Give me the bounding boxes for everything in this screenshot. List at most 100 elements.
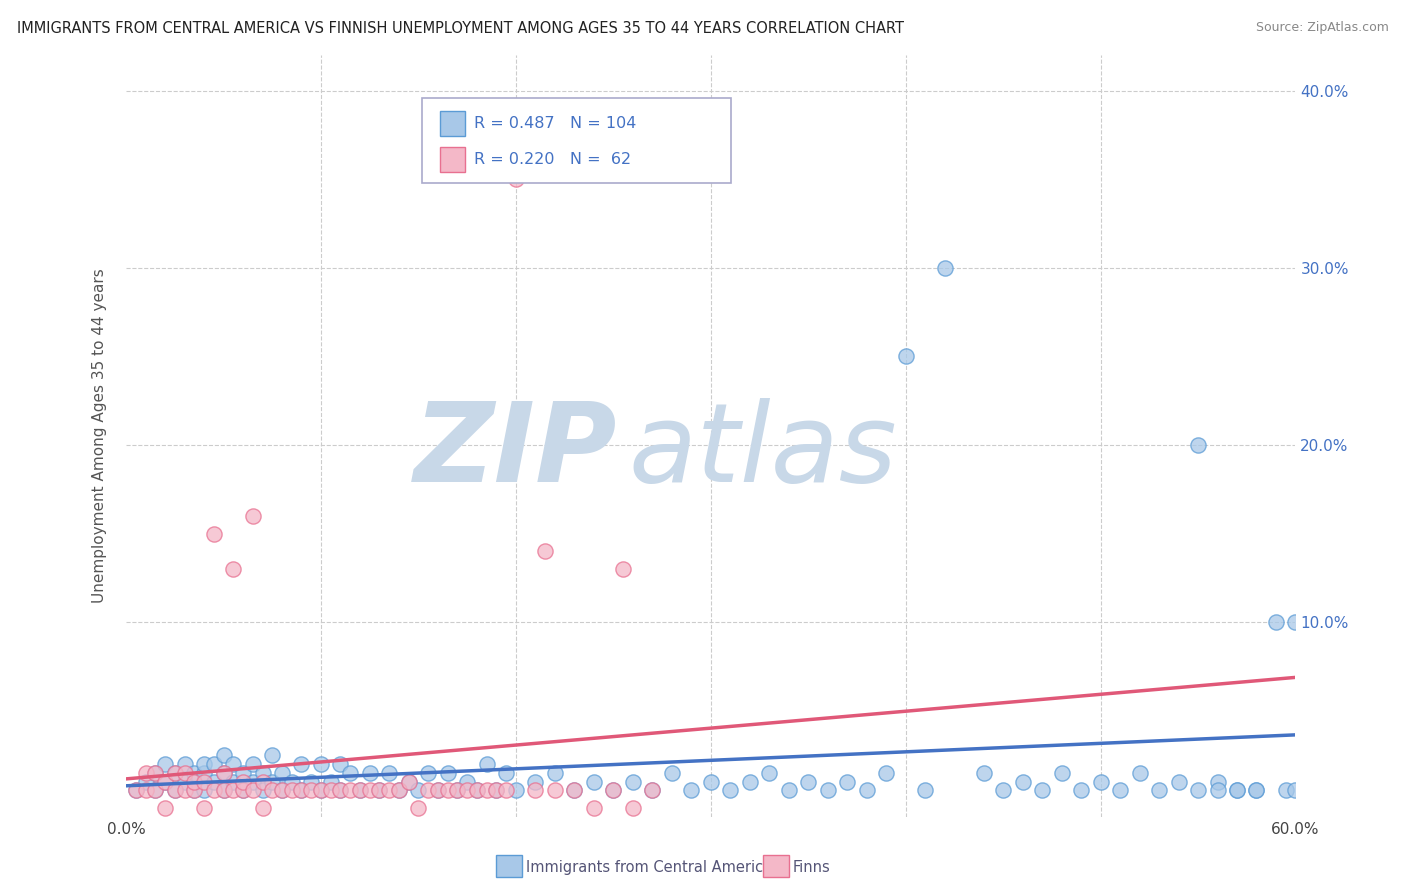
Point [534,544,557,558]
Point [271,783,294,797]
Point [339,765,361,780]
Point [475,783,498,797]
Point [465,783,488,797]
Point [135,783,157,797]
Point [426,783,449,797]
Point [1070,783,1092,797]
Point [222,774,245,789]
Point [280,783,302,797]
Point [621,801,644,815]
Point [562,783,585,797]
Point [718,783,741,797]
Point [973,765,995,780]
Point [1246,783,1268,797]
Point [202,783,225,797]
Point [193,774,215,789]
Point [193,783,215,797]
Point [1031,783,1053,797]
Point [934,260,956,275]
Point [135,765,157,780]
Point [602,783,624,797]
Point [495,783,517,797]
Point [242,756,264,771]
Point [1226,783,1249,797]
Point [641,783,664,797]
Point [602,783,624,797]
Point [485,783,508,797]
Point [456,774,478,789]
Point [894,349,917,363]
Point [418,783,440,797]
Point [252,783,274,797]
Point [143,783,166,797]
Point [252,765,274,780]
Point [1090,774,1112,789]
Point [329,783,352,797]
Point [475,756,498,771]
Point [212,765,235,780]
Point [1284,783,1306,797]
Point [242,774,264,789]
Point [875,765,897,780]
Point [183,774,205,789]
Text: ZIP: ZIP [413,398,617,505]
Point [309,783,332,797]
Point [359,765,381,780]
Point [582,774,605,789]
Point [426,783,449,797]
Point [456,783,478,797]
Point [465,783,488,797]
Point [817,783,839,797]
Point [408,801,430,815]
Point [1050,765,1073,780]
Text: atlas: atlas [628,398,897,505]
Point [163,765,186,780]
Point [252,801,274,815]
Point [143,765,166,780]
Point [378,765,401,780]
Point [855,783,877,797]
Point [290,783,312,797]
Point [1206,774,1229,789]
Point [232,774,254,789]
Point [319,783,342,797]
Point [797,774,820,789]
Point [309,783,332,797]
Point [232,765,254,780]
Point [153,774,176,789]
Point [1011,774,1033,789]
Point [271,765,294,780]
Point [914,783,936,797]
Point [252,774,274,789]
Point [368,783,391,797]
Point [329,756,352,771]
Point [329,783,352,797]
Point [1128,765,1150,780]
Point [183,783,205,797]
Point [173,783,195,797]
Point [232,783,254,797]
Point [1265,615,1288,629]
Point [758,765,780,780]
Point [212,765,235,780]
Point [837,774,859,789]
Point [359,783,381,797]
Point [163,765,186,780]
Point [1147,783,1170,797]
Point [309,756,332,771]
Point [202,774,225,789]
Point [505,172,527,186]
Point [388,783,411,797]
Point [339,783,361,797]
Point [271,783,294,797]
Point [290,756,312,771]
Point [193,756,215,771]
Text: R = 0.487   N = 104: R = 0.487 N = 104 [474,116,636,131]
Point [242,508,264,523]
Point [242,783,264,797]
Point [524,783,547,797]
Point [163,783,186,797]
Point [398,774,420,789]
Point [143,783,166,797]
Point [193,765,215,780]
